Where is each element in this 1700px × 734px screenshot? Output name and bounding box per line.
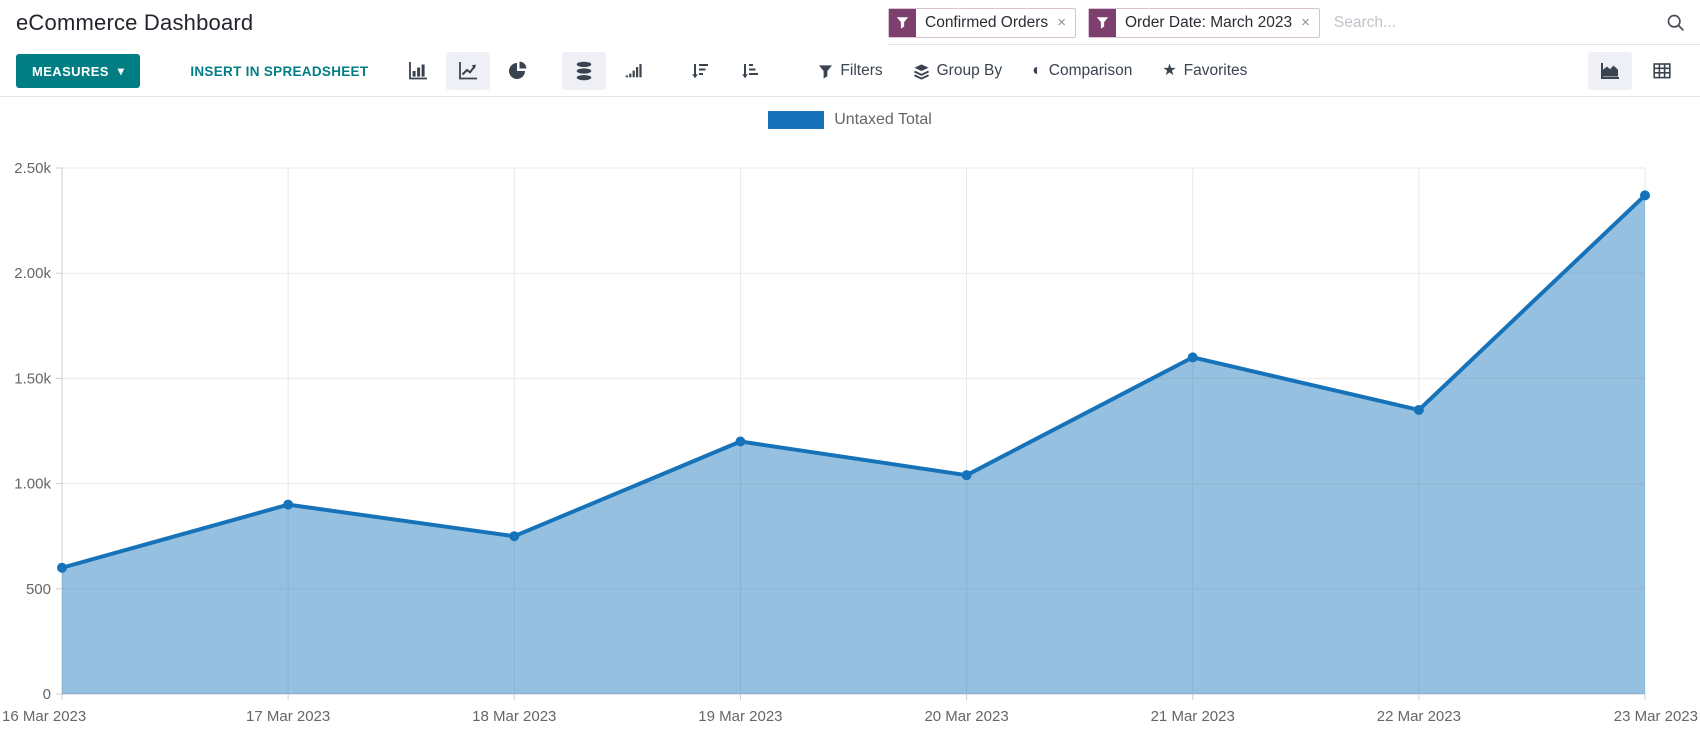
- sort-descending-icon: [692, 64, 709, 79]
- bar-chart-button[interactable]: [396, 52, 440, 90]
- comparison-menu-label: Comparison: [1048, 62, 1133, 79]
- facet-remove-button[interactable]: ×: [1301, 14, 1310, 31]
- x-axis-label: 19 Mar 2023: [698, 708, 782, 725]
- filter-funnel-icon: [1088, 8, 1116, 37]
- comparison-menu-button[interactable]: ◐ Comparison: [1032, 62, 1132, 80]
- control-panel-header: eCommerce Dashboard Confirmed Orders × O…: [0, 0, 1700, 46]
- filters-menu-label: Filters: [840, 62, 883, 79]
- legend-label: Untaxed Total: [834, 111, 932, 128]
- page-title: eCommerce Dashboard: [16, 10, 254, 35]
- sort-ascending-button[interactable]: [728, 52, 772, 90]
- chart-type-group: [396, 52, 540, 90]
- facet-remove-button[interactable]: ×: [1057, 14, 1066, 31]
- cumulative-button[interactable]: [612, 52, 656, 90]
- y-axis-label: 2.00k: [14, 265, 51, 282]
- graph-options-group: [562, 52, 656, 90]
- x-axis-label: 18 Mar 2023: [472, 708, 556, 725]
- search-facet-confirmed-orders: Confirmed Orders ×: [888, 7, 1076, 38]
- data-point[interactable]: [961, 470, 972, 481]
- filter-funnel-icon: [889, 8, 916, 37]
- data-point[interactable]: [283, 499, 294, 510]
- filters-menu-button[interactable]: Filters: [818, 62, 883, 80]
- y-axis-label: 1.50k: [14, 370, 51, 387]
- group-by-menu-button[interactable]: Group By: [913, 62, 1002, 80]
- search-menus: Filters Group By ◐ Comparison ★ Favorite…: [818, 62, 1247, 80]
- sort-ascending-icon: [742, 64, 759, 79]
- y-axis-label: 1.00k: [14, 476, 51, 493]
- data-point[interactable]: [1187, 352, 1198, 363]
- chart-legend[interactable]: Untaxed Total: [0, 97, 1700, 143]
- sort-descending-button[interactable]: [678, 52, 722, 90]
- search-input[interactable]: [1331, 12, 1654, 33]
- pie-chart-button[interactable]: [496, 52, 540, 90]
- bar-chart-icon: [409, 62, 428, 80]
- data-point[interactable]: [1640, 190, 1650, 201]
- search-icon[interactable]: [1666, 13, 1686, 33]
- legend-swatch: [768, 111, 825, 129]
- data-point[interactable]: [1413, 404, 1424, 415]
- series-line: [60, 193, 1647, 570]
- x-axis-label: 20 Mar 2023: [924, 708, 1008, 725]
- search-facet-order-date: Order Date: March 2023 ×: [1087, 7, 1320, 38]
- favorites-menu-button[interactable]: ★ Favorites: [1162, 62, 1247, 80]
- data-point[interactable]: [735, 436, 746, 447]
- facet-label: Order Date: March 2023: [1124, 13, 1293, 31]
- favorites-menu-label: Favorites: [1183, 62, 1248, 79]
- database-stack-icon: [577, 61, 592, 81]
- view-switcher: [1588, 52, 1684, 90]
- area-chart-icon: [1601, 63, 1619, 79]
- y-axis-label: 2.50k: [14, 160, 51, 177]
- x-axis-label: 17 Mar 2023: [246, 708, 330, 725]
- star-icon: ★: [1162, 62, 1177, 79]
- measures-button-label: MEASURES: [32, 63, 109, 79]
- measures-button[interactable]: MEASURES ▾: [16, 54, 141, 88]
- x-axis-label: 23 Mar 2023: [1614, 708, 1698, 725]
- list-view-button[interactable]: [1640, 52, 1684, 90]
- data-point[interactable]: [57, 562, 67, 573]
- table-grid-icon: [1653, 63, 1671, 79]
- x-axis-label: 16 Mar 2023: [2, 708, 86, 725]
- y-axis-label: 0: [43, 686, 51, 703]
- line-chart-icon: [459, 62, 478, 80]
- half-circle-icon: ◐: [1032, 62, 1042, 79]
- group-by-menu-label: Group By: [936, 62, 1003, 79]
- graph-view-button[interactable]: [1588, 52, 1632, 90]
- ascending-bars-icon: [626, 64, 643, 78]
- pie-chart-icon: [509, 61, 527, 79]
- filter-funnel-icon: [819, 64, 833, 79]
- insert-in-spreadsheet-button[interactable]: INSERT IN SPREADSHEET: [184, 63, 374, 80]
- facet-label: Confirmed Orders: [925, 13, 1049, 31]
- graph-toolbar: MEASURES ▾ INSERT IN SPREADSHEET: [0, 46, 1700, 97]
- x-axis-label: 21 Mar 2023: [1151, 708, 1235, 725]
- caret-down-icon: ▾: [117, 64, 125, 78]
- x-axis-label: 22 Mar 2023: [1377, 708, 1461, 725]
- data-point[interactable]: [509, 531, 520, 542]
- y-axis-label: 500: [26, 581, 51, 598]
- search-bar: Confirmed Orders × Order Date: March 202…: [888, 1, 1700, 45]
- area-chart: 0 500 1.00k 1.50k 2.00k 2.50k 16 Mar 2023 17 Ma…: [2, 160, 1698, 725]
- area-fill: [62, 195, 1645, 695]
- layers-icon: [913, 63, 929, 80]
- sort-group: [678, 52, 772, 90]
- stacked-button[interactable]: [562, 52, 607, 90]
- line-chart-button[interactable]: [446, 52, 491, 90]
